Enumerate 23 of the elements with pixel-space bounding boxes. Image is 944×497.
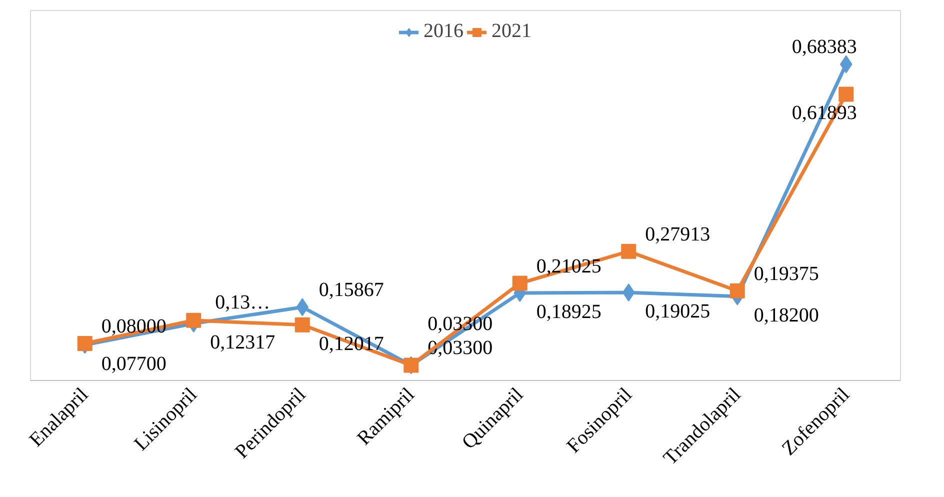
data-label: 0,19375 — [754, 262, 819, 285]
point — [838, 86, 854, 102]
point — [294, 317, 310, 332]
point — [730, 283, 745, 298]
data-label: 0,07700 — [101, 352, 166, 375]
point — [296, 298, 309, 316]
data-label: 0,18925 — [536, 300, 602, 323]
data-label: 0,68383 — [792, 36, 857, 58]
point — [622, 284, 635, 302]
data-label: 0,15867 — [318, 279, 384, 302]
point — [840, 55, 852, 74]
data-label: 0,27913 — [645, 223, 710, 246]
data-label: 0,19025 — [645, 300, 710, 323]
data-label: 0,12317 — [210, 332, 276, 354]
data-label: 0,08000 — [101, 316, 166, 338]
data-label: 0,13… — [215, 291, 270, 314]
point — [512, 276, 528, 291]
legend-label: 2016 — [424, 20, 464, 43]
data-label: 0,18200 — [754, 304, 819, 326]
point — [186, 312, 202, 328]
point — [77, 336, 92, 351]
point — [621, 244, 636, 259]
legend-label: 2021 — [492, 20, 532, 43]
